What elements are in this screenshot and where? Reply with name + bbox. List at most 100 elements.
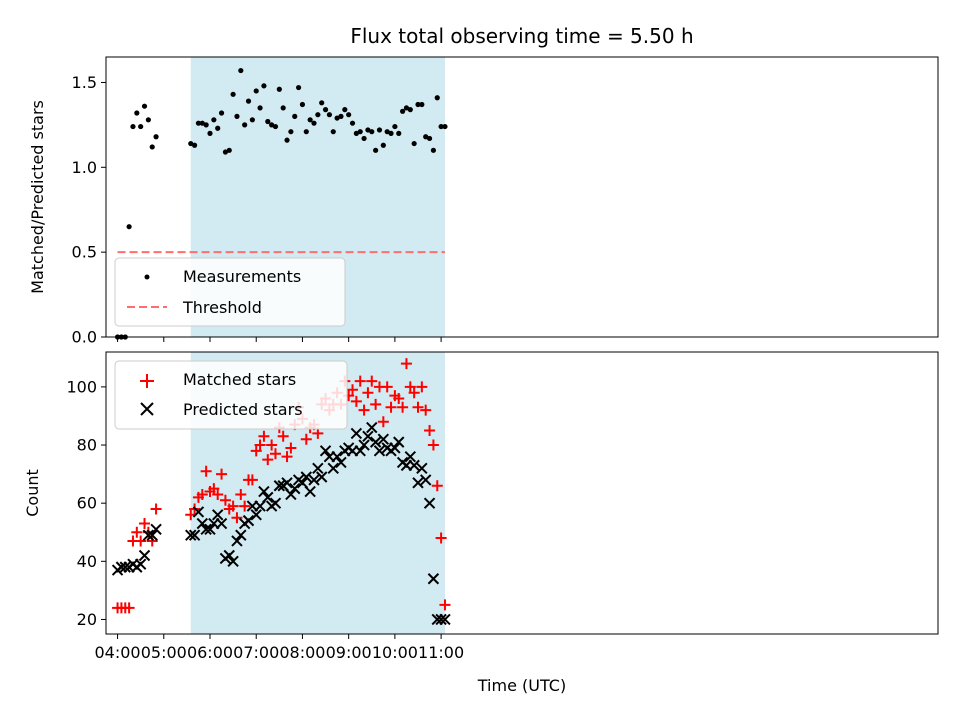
matched-star-point — [200, 465, 212, 477]
matched-star-point — [362, 387, 374, 399]
top-legend: Measurements Threshold — [114, 257, 346, 327]
matched-star-point — [393, 393, 405, 405]
measurement-point — [434, 95, 440, 101]
predicted-star-point — [142, 529, 155, 541]
ytick-label: 0.5 — [72, 243, 97, 262]
measurement-point — [392, 123, 398, 130]
chart-title: Flux total observing time = 5.50 h — [350, 24, 693, 48]
measurement-point — [322, 107, 329, 113]
measurement-point — [303, 129, 309, 135]
legend-predicted-marker — [140, 402, 154, 416]
predicted-star-point — [250, 509, 262, 521]
measurement-point — [295, 84, 302, 91]
measurement-point — [261, 83, 267, 89]
measurement-point — [253, 88, 259, 94]
measurement-point — [419, 101, 425, 108]
matched-star-point — [235, 488, 247, 500]
matched-star-point — [350, 395, 362, 407]
xtick-label: 11:00 — [418, 643, 464, 662]
predicted-star-point — [312, 462, 324, 474]
measurement-point — [153, 134, 159, 140]
predicted-star-point — [362, 430, 374, 443]
measurement-point — [257, 105, 263, 111]
matched-star-point — [208, 483, 220, 495]
matched-star-point — [397, 401, 409, 413]
predicted-star-point — [289, 482, 301, 495]
measurement-point — [319, 100, 325, 106]
bottom-panel: 20 40 60 80 100 04:00 05:00 06:00 07:00 08:00 09:0… — [23, 351, 939, 695]
measurement-point — [284, 137, 290, 143]
matched-star-point — [354, 375, 366, 387]
matched-star-point — [146, 535, 158, 547]
matched-star-point — [277, 430, 289, 442]
matched-star-point — [150, 503, 162, 515]
bottom-xlabel: Time (UTC) — [477, 676, 566, 695]
xtick-label: 06:00 — [187, 643, 233, 662]
top-axes-frame — [105, 56, 939, 338]
predicted-star-point — [188, 529, 201, 541]
matched-star-point — [404, 381, 416, 393]
predicted-star-point — [273, 480, 286, 492]
measurement-point — [238, 67, 244, 74]
legend-predicted: Predicted stars — [183, 400, 303, 419]
measurement-point — [361, 135, 367, 142]
matched-star-point — [212, 488, 224, 500]
predicted-star-point — [369, 436, 382, 448]
predicted-star-point — [373, 445, 386, 457]
predicted-star-point — [319, 445, 332, 457]
predicted-star-point — [427, 573, 440, 585]
measurement-points — [114, 67, 448, 340]
predicted-star-point — [185, 529, 197, 541]
matched-star-points — [112, 358, 451, 614]
matched-star-point — [412, 401, 424, 413]
matched-star-point — [370, 398, 382, 410]
measurement-point — [349, 120, 356, 126]
predicted-star-point — [300, 471, 313, 483]
ytick-label: 60 — [77, 494, 97, 513]
ytick-label: 80 — [77, 436, 97, 455]
matched-star-point — [312, 427, 324, 439]
matched-star-point — [262, 454, 274, 466]
matched-star-point — [358, 404, 370, 416]
predicted-star-point — [408, 459, 420, 472]
measurement-point — [357, 129, 363, 135]
predicted-star-point — [281, 477, 293, 489]
predicted-star-points — [111, 421, 451, 626]
predicted-star-point — [269, 497, 282, 509]
measurement-point — [276, 86, 282, 92]
matched-star-point — [424, 424, 436, 436]
measurement-point — [399, 108, 406, 114]
legend-measurements: Measurements — [183, 267, 301, 286]
measurement-point — [307, 117, 313, 123]
matched-star-point — [216, 468, 228, 480]
measurement-point — [245, 98, 252, 104]
bottom-axes-frame — [105, 351, 939, 635]
measurement-point — [369, 129, 375, 135]
predicted-star-point — [304, 485, 316, 498]
predicted-star-point — [412, 477, 424, 489]
measurement-point — [249, 117, 255, 123]
measurement-point — [415, 101, 421, 108]
predicted-star-point — [134, 558, 147, 570]
legend-measurement-marker — [144, 274, 150, 280]
predicted-star-point — [227, 555, 239, 568]
measurement-point — [272, 123, 279, 130]
measurement-point — [442, 123, 448, 130]
measurement-point — [145, 117, 151, 123]
matched-star-point — [408, 387, 420, 399]
measurement-point — [311, 120, 317, 126]
predicted-star-point — [439, 613, 451, 626]
matched-star-point — [400, 358, 412, 370]
matched-star-point — [281, 451, 293, 463]
measurement-point — [411, 140, 417, 147]
predicted-star-point — [435, 613, 447, 626]
measurement-point — [330, 129, 336, 135]
predicted-star-point — [242, 514, 255, 527]
predicted-star-point — [285, 488, 297, 501]
measurement-point — [218, 110, 225, 116]
predicted-star-point — [215, 517, 228, 530]
matched-star-point — [427, 439, 439, 451]
measurement-point — [141, 103, 148, 109]
predicted-star-point — [358, 439, 370, 451]
matched-star-point — [300, 433, 312, 445]
